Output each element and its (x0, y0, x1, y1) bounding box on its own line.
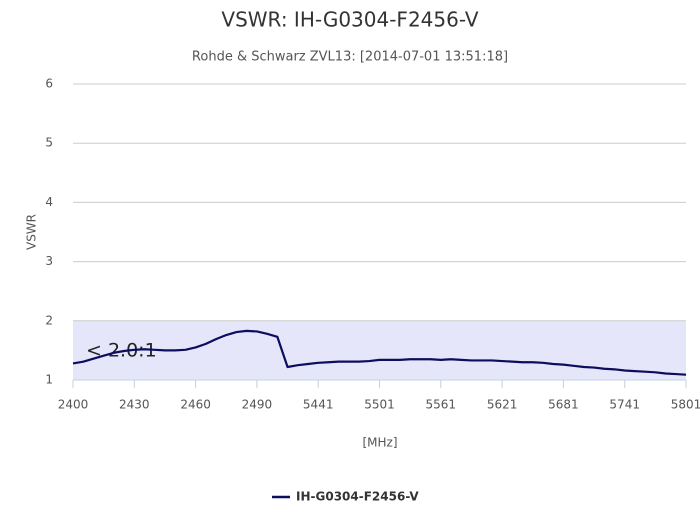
x-axis-title: [MHz] (362, 436, 397, 450)
legend-label: IH-G0304-F2456-V (296, 490, 419, 504)
chart-title: VSWR: IH-G0304-F2456-V (221, 8, 478, 32)
x-tick-label: 2400 (58, 398, 89, 412)
y-tick-label: 5 (45, 136, 53, 150)
y-axis-title: VSWR (25, 214, 39, 250)
x-tick-label: 2490 (242, 398, 273, 412)
y-tick-label: 1 (45, 373, 53, 387)
x-tick-label: 5801 (671, 398, 700, 412)
y-tick-label: 2 (45, 313, 53, 327)
x-tick-label: 2430 (119, 398, 150, 412)
y-tick-label: 6 (45, 77, 53, 91)
x-tick-label: 5561 (426, 398, 457, 412)
x-tick-label: 5501 (364, 398, 395, 412)
x-tick-label: 5681 (548, 398, 579, 412)
series-line (72, 329, 687, 376)
y-tick-label: 3 (45, 254, 53, 268)
x-tick-label: 5741 (609, 398, 640, 412)
x-tick-label: 5441 (303, 398, 334, 412)
x-tick-label: 2460 (180, 398, 211, 412)
y-tick-label: 4 (45, 195, 53, 209)
x-tick-label: 5621 (487, 398, 518, 412)
chart-subtitle: Rohde & Schwarz ZVL13: [2014-07-01 13:51… (192, 50, 508, 65)
